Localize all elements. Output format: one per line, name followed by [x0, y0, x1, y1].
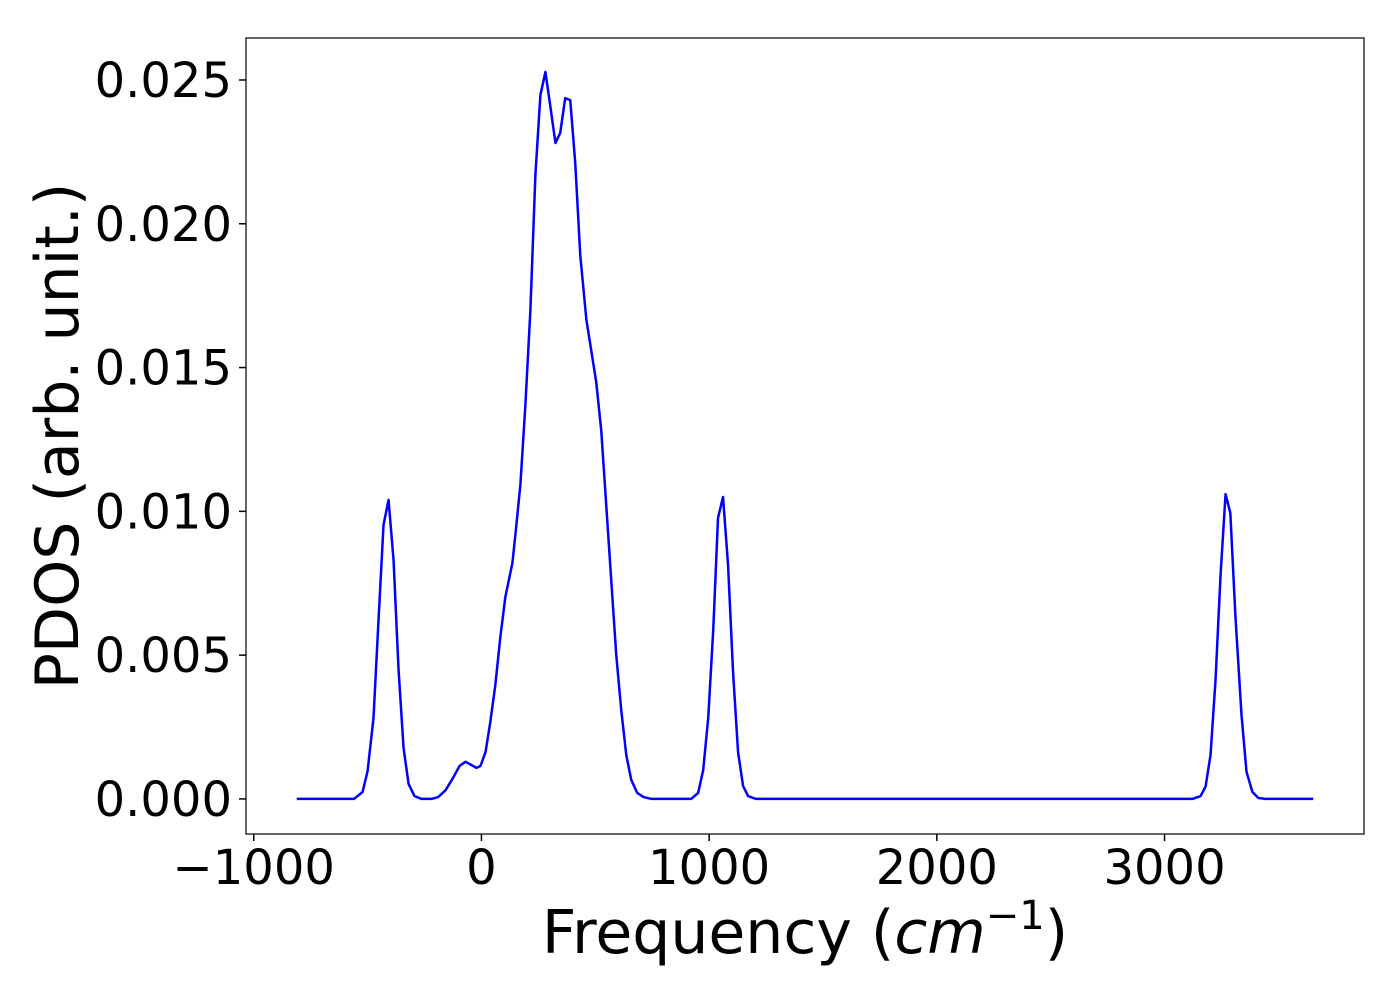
- x-label-close: ): [1045, 898, 1068, 968]
- x-tick-label: 3000: [1103, 840, 1225, 896]
- x-tick-label: 1000: [648, 840, 770, 896]
- y-tick-label: 0.005: [95, 628, 232, 684]
- y-axis-label: PDOS (arb. unit.): [23, 183, 93, 690]
- x-tick-label: −1000: [173, 840, 335, 896]
- y-tick-label: 0.020: [95, 197, 232, 253]
- x-label-unit: cm: [894, 898, 985, 968]
- y-tick-label: 0.025: [95, 53, 232, 109]
- y-tick-label: 0.000: [95, 772, 232, 828]
- x-label-text: Frequency (: [542, 898, 894, 968]
- x-tick-label: 2000: [876, 840, 998, 896]
- y-tick-label: 0.010: [95, 484, 232, 540]
- y-tick-label: 0.015: [95, 341, 232, 397]
- x-label-exponent: −1: [986, 893, 1045, 939]
- x-tick-label: 0: [466, 840, 497, 896]
- x-axis-label: Frequency (cm−1): [542, 893, 1068, 968]
- plot-frame: [245, 37, 1365, 835]
- data-line: [296, 70, 1314, 801]
